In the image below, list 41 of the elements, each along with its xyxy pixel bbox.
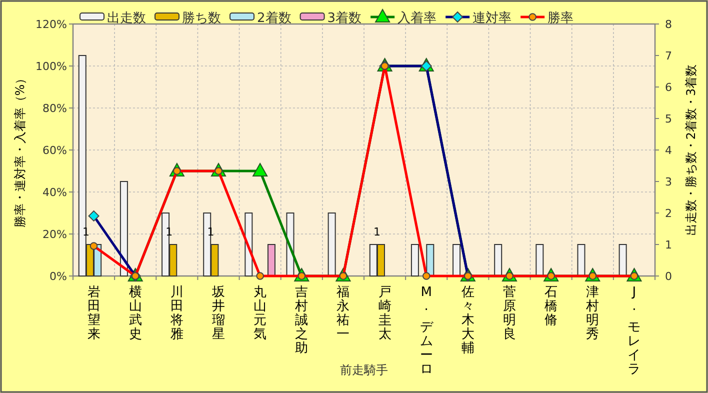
legend-label: 2着数 [257,10,292,26]
y2-tick-label: 2 [665,207,672,220]
y2-axis-title: 出走数・勝ち数・2着数・3着数 [684,64,698,236]
y2-tick-label: 5 [665,112,672,126]
x-tick-label: 丸山元気 [254,285,267,342]
x-tick-label: 菅原明良 [503,285,516,342]
y-tick-label: 100% [36,60,67,73]
y-tick-label: 40% [42,186,67,199]
x-tick-label: 横山武史 [128,285,142,342]
y-tick-label: 20% [42,228,67,241]
x-axis-title: 前走騎手 [340,363,388,377]
legend-label: 連対率 [472,10,512,26]
y2-tick-label: 0 [665,270,672,283]
y2-tick-label: 6 [665,81,672,94]
legend-label: 出走数 [107,11,146,26]
y2-tick-label: 4 [665,144,672,157]
x-tick-label: 佐々木大輔 [461,285,474,356]
x-tick-label: J. モレイラ [628,285,641,377]
y2-tick-label: 8 [665,18,672,31]
x-tick-label: 福永祐一 [336,285,350,342]
y2-tick-label: 3 [665,176,672,188]
legend-label: 勝率 [548,10,574,26]
x-tick-label: 吉村誠之助 [294,285,308,356]
y-tick-label: 80% [42,102,67,115]
legend-label: 3着数 [327,10,362,26]
x-tick-label: M. デムーロ [420,285,434,377]
legend-label: 勝ち数 [182,11,221,26]
x-tick-label: 岩田望来 [87,285,100,342]
y-axis-title: 勝率・連対率・入着率（%） [13,72,27,228]
data-label: 1 [373,226,380,238]
y-tick-label: 120% [36,18,67,31]
legend-label: 入着率 [398,10,437,26]
x-tick-label: 石橋脩 [544,285,558,328]
x-tick-label: 戸崎圭太 [378,285,392,342]
y2-tick-label: 1 [665,238,672,252]
y2-tick-label: 7 [665,50,672,62]
x-tick-label: 坂井瑠星 [211,285,225,342]
x-tick-label: 川田将雅 [169,285,184,342]
x-tick-label: 津村明秀 [585,285,600,342]
y-tick-label: 0% [50,270,67,283]
y-tick-label: 60% [42,144,67,157]
